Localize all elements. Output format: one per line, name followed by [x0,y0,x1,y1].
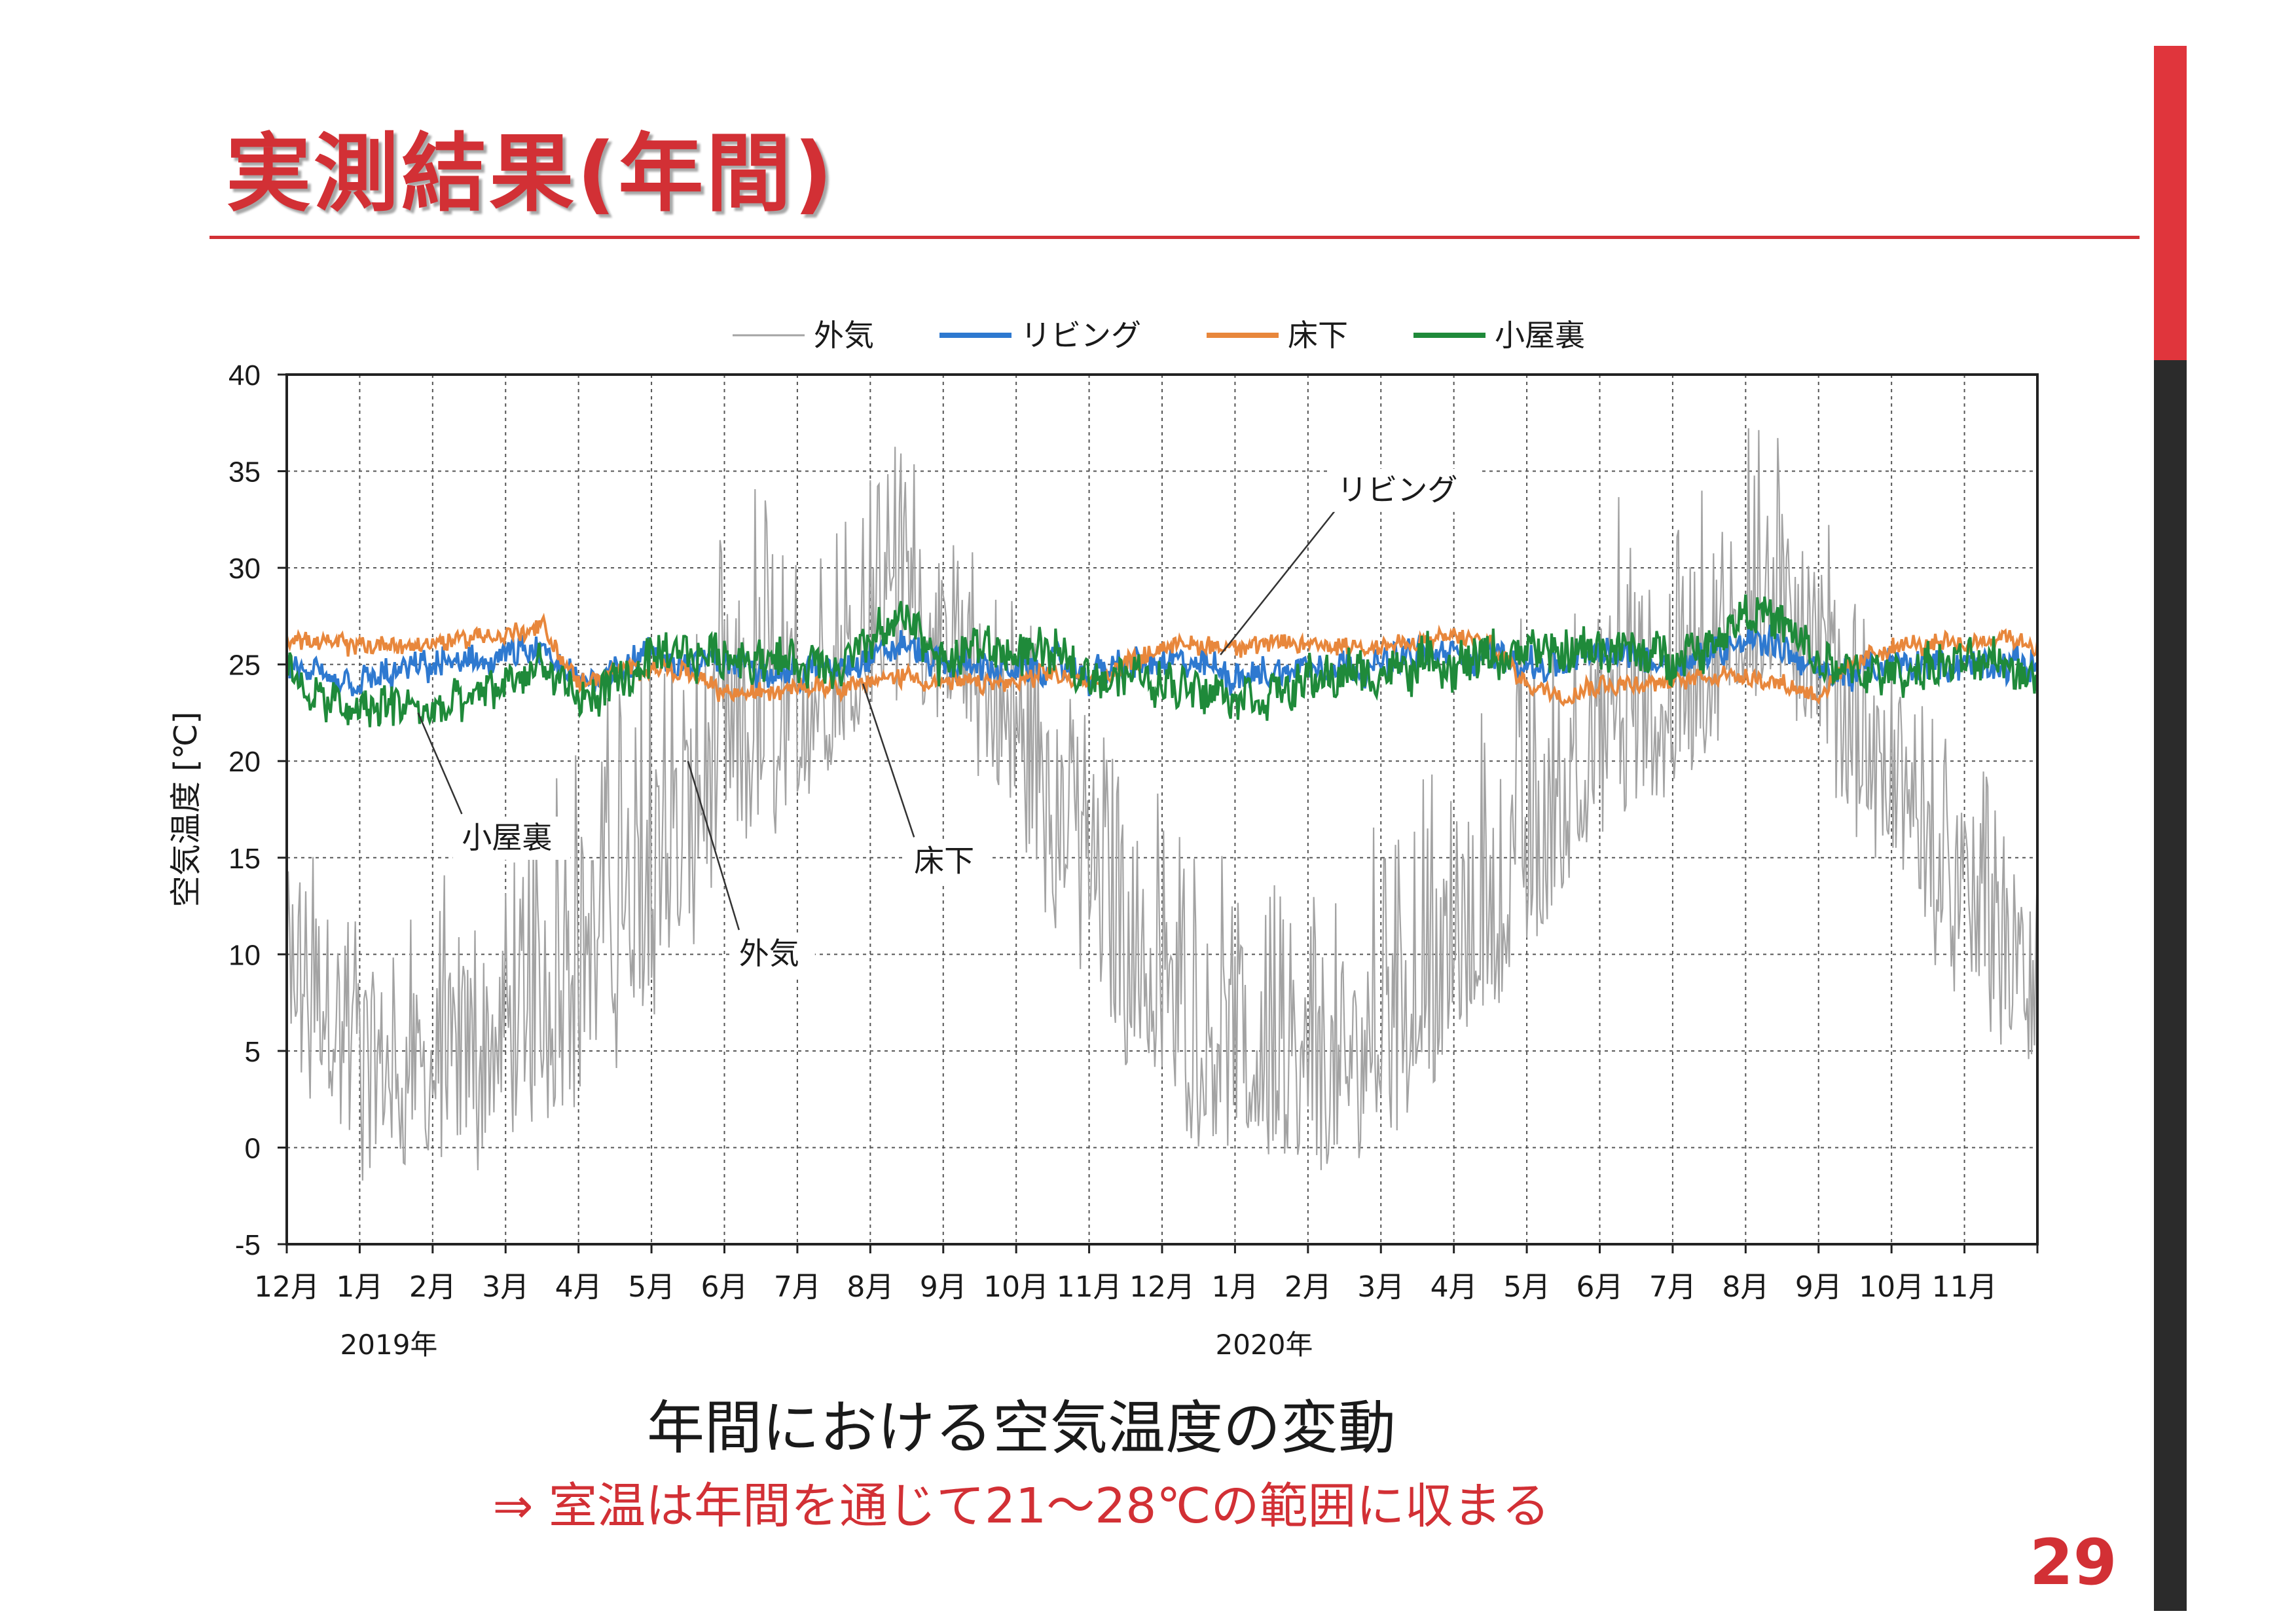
conclusion-text: ⇒ 室温は年間を通じて21～28℃の範囲に収まる [492,1478,1550,1534]
annotation-leader [862,683,915,838]
series-line-underfloor [285,612,2039,707]
series-layer [285,428,2039,1181]
x-tick-label: 1月 [1211,1270,1258,1304]
y-tick-label: 20 [228,746,261,778]
annotation-leader [1220,507,1338,655]
legend-label: 小屋裏 [1495,318,1585,353]
side-accent-bar-red [2154,46,2187,360]
x-tick-label: 6月 [1576,1270,1624,1304]
annotation-bg [452,817,571,860]
y-tick-label: 5 [245,1036,261,1068]
chart-caption: 年間における空気温度の変動 [646,1394,1396,1462]
x-tick-label: 2月 [409,1270,456,1304]
x-tick-label: 4月 [1430,1270,1478,1304]
y-tick-label: -5 [235,1229,261,1261]
x-tick-label: 6月 [701,1270,748,1304]
series-line-living [285,624,2038,697]
x-tick-label: 5月 [1503,1270,1550,1304]
annotation-bg [729,932,815,976]
y-tick-label: 0 [245,1132,261,1164]
y-tick-label: 25 [228,650,261,682]
axes: -5 0 5 10 15 20 25 30 35 40 空気温度 [℃] 12月 1月 2月 3月 4月 5月 6… [168,360,2039,1361]
x-tick-label: 4月 [555,1270,602,1304]
y-tick-label: 10 [228,939,261,971]
annotation-label: リビング [1337,472,1457,507]
x-tick-label: 3月 [1357,1270,1404,1304]
title-underline [210,236,2140,239]
x-tick-label: 9月 [1795,1270,1842,1304]
x-tick-label: 12月 [1129,1270,1195,1304]
page-number: 29 [2030,1526,2117,1599]
x-tick-label: 8月 [1722,1270,1769,1304]
legend-label: リビング [1021,318,1141,353]
x-tick-label: 7月 [1649,1270,1696,1304]
x-tick-label: 2月 [1285,1270,1332,1304]
x-tick-label: 9月 [920,1270,967,1304]
x-tick-label: 5月 [628,1270,675,1304]
annotation-leader [417,712,463,815]
x-tick-label: 1月 [336,1270,383,1304]
annotation-leader [687,760,740,931]
legend-label: 床下 [1288,318,1348,353]
legend: 外気 リビング 床下 小屋裏 [733,318,1585,353]
annotation-label: 外気 [739,936,799,971]
annotation-bg [905,840,991,883]
annotation-label: 床下 [914,843,974,878]
side-accent-bar-black [2154,360,2187,1611]
x-year-label: 2019年 [340,1329,438,1361]
slide-title: 実測結果(年間) [226,124,835,223]
x-tick-label: 11月 [1057,1270,1122,1304]
x-tick-label: 12月 [254,1270,319,1304]
annotation-label: 小屋裏 [462,820,552,855]
y-tick-label: 15 [228,843,261,875]
y-axis-label: 空気温度 [℃] [168,712,204,908]
annotation-bg [1328,468,1479,512]
y-tick-label: 40 [228,360,261,392]
series-line-attic [285,594,2039,728]
x-tick-label: 3月 [482,1270,529,1304]
y-tick-label: 35 [228,456,261,489]
y-tick-label: 30 [228,553,261,585]
series-line-outdoor [285,428,2039,1181]
x-year-label: 2020年 [1216,1329,1313,1361]
x-tick-label: 10月 [1859,1270,1924,1304]
x-tick-label: 7月 [774,1270,821,1304]
legend-label: 外気 [814,318,874,353]
x-tick-label: 10月 [983,1270,1049,1304]
grid-lines [287,375,2037,1244]
x-tick-label: 11月 [1932,1270,1997,1304]
x-tick-label: 8月 [847,1270,894,1304]
